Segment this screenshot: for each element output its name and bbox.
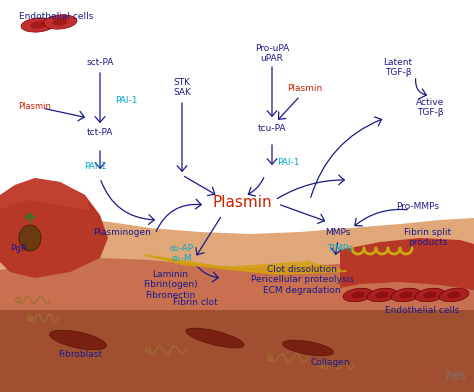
Text: tcu-PA: tcu-PA bbox=[258, 124, 286, 133]
Text: Plasminogen: Plasminogen bbox=[93, 228, 151, 237]
Text: Laminin
Fibrin(ogen)
Fibronectin: Laminin Fibrin(ogen) Fibronectin bbox=[143, 270, 197, 300]
Text: PAI-1: PAI-1 bbox=[277, 158, 299, 167]
Text: sct-PA: sct-PA bbox=[86, 58, 114, 67]
Text: TIMPs: TIMPs bbox=[327, 244, 353, 253]
Ellipse shape bbox=[423, 291, 437, 299]
Ellipse shape bbox=[19, 225, 41, 251]
Ellipse shape bbox=[439, 288, 469, 302]
Text: Endothelial cells: Endothelial cells bbox=[385, 306, 459, 315]
Text: Clot dissolution
Pericellular proteolysis
ECM degradation: Clot dissolution Pericellular proteolysi… bbox=[251, 265, 354, 295]
Ellipse shape bbox=[283, 340, 334, 356]
Text: STK
SAK: STK SAK bbox=[173, 78, 191, 97]
Text: TiBS: TiBS bbox=[444, 372, 466, 382]
Ellipse shape bbox=[447, 291, 461, 299]
Text: MMPs: MMPs bbox=[325, 228, 351, 237]
Text: Fibrin split
products: Fibrin split products bbox=[404, 228, 452, 247]
Ellipse shape bbox=[351, 291, 365, 299]
Text: PgR: PgR bbox=[10, 244, 27, 253]
Text: Latent
TGF-β: Latent TGF-β bbox=[383, 58, 412, 77]
Ellipse shape bbox=[30, 21, 46, 29]
Polygon shape bbox=[0, 218, 474, 392]
Ellipse shape bbox=[50, 330, 107, 350]
Ellipse shape bbox=[399, 291, 413, 299]
Polygon shape bbox=[0, 310, 474, 392]
Text: Endothelial cells: Endothelial cells bbox=[19, 12, 93, 21]
Ellipse shape bbox=[186, 328, 244, 348]
Text: Active
TGF-β: Active TGF-β bbox=[416, 98, 444, 117]
Ellipse shape bbox=[343, 288, 373, 302]
Text: tct-PA: tct-PA bbox=[87, 128, 113, 137]
Text: PAI-1: PAI-1 bbox=[115, 96, 137, 105]
Polygon shape bbox=[0, 252, 474, 392]
Text: Pro-uPA
uPAR: Pro-uPA uPAR bbox=[255, 44, 289, 64]
Ellipse shape bbox=[375, 291, 389, 299]
Text: PAI-1: PAI-1 bbox=[84, 162, 106, 171]
Ellipse shape bbox=[43, 15, 77, 29]
Text: Plasmin: Plasmin bbox=[212, 195, 272, 210]
Ellipse shape bbox=[52, 18, 68, 26]
Ellipse shape bbox=[391, 288, 421, 302]
Text: Fibrin clot: Fibrin clot bbox=[173, 298, 217, 307]
Text: Plasmin: Plasmin bbox=[287, 84, 323, 93]
Ellipse shape bbox=[415, 288, 445, 302]
Ellipse shape bbox=[21, 18, 55, 32]
Polygon shape bbox=[0, 178, 90, 210]
Ellipse shape bbox=[367, 288, 397, 302]
Text: Plasmin: Plasmin bbox=[18, 102, 51, 111]
Polygon shape bbox=[340, 238, 474, 290]
Text: α₂-AP
α₂-M: α₂-AP α₂-M bbox=[170, 244, 194, 263]
Text: Fibroblast: Fibroblast bbox=[58, 350, 102, 359]
Polygon shape bbox=[0, 178, 108, 278]
Text: Pro-MMPs: Pro-MMPs bbox=[396, 202, 439, 211]
Text: Collagen: Collagen bbox=[310, 358, 350, 367]
